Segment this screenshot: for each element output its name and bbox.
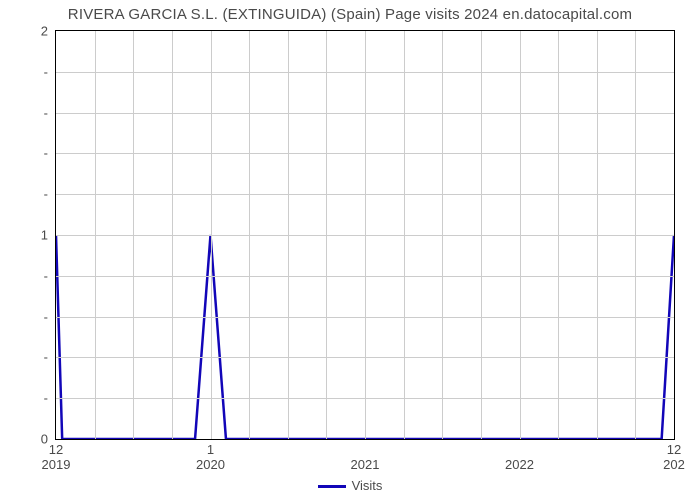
grid-horizontal bbox=[56, 235, 674, 236]
y-tick-minor: - bbox=[44, 350, 48, 365]
grid-horizontal bbox=[56, 113, 674, 114]
grid-horizontal bbox=[56, 194, 674, 195]
y-tick-minor: - bbox=[44, 309, 48, 324]
y-tick-minor: - bbox=[44, 146, 48, 161]
y-tick-label: 0 bbox=[41, 432, 48, 447]
chart-title: RIVERA GARCIA S.L. (EXTINGUIDA) (Spain) … bbox=[0, 6, 700, 23]
x-tick-label-year: 2020 bbox=[196, 457, 225, 472]
y-tick-minor: - bbox=[44, 268, 48, 283]
y-tick-minor: - bbox=[44, 391, 48, 406]
grid-horizontal bbox=[56, 153, 674, 154]
grid-horizontal bbox=[56, 317, 674, 318]
grid-horizontal bbox=[56, 398, 674, 399]
y-tick-minor: - bbox=[44, 187, 48, 202]
grid-horizontal bbox=[56, 357, 674, 358]
x-tick-label-year: 2021 bbox=[351, 457, 380, 472]
x-tick-label-month: 12 bbox=[667, 442, 681, 457]
legend-swatch bbox=[318, 485, 346, 488]
y-tick-minor: - bbox=[44, 64, 48, 79]
plot-area bbox=[55, 30, 675, 440]
legend: Visits bbox=[0, 478, 700, 493]
y-tick-label: 2 bbox=[41, 24, 48, 39]
legend-label: Visits bbox=[352, 478, 383, 493]
grid-horizontal bbox=[56, 276, 674, 277]
x-tick-label-year: 2022 bbox=[505, 457, 534, 472]
x-tick-label-month: 1 bbox=[207, 442, 214, 457]
grid-horizontal bbox=[56, 72, 674, 73]
x-tick-label-month: 12 bbox=[49, 442, 63, 457]
chart-container: RIVERA GARCIA S.L. (EXTINGUIDA) (Spain) … bbox=[0, 0, 700, 500]
y-tick-label: 1 bbox=[41, 228, 48, 243]
y-tick-minor: - bbox=[44, 105, 48, 120]
x-tick-label-year: 2019 bbox=[42, 457, 71, 472]
x-tick-label-year: 202 bbox=[663, 457, 685, 472]
